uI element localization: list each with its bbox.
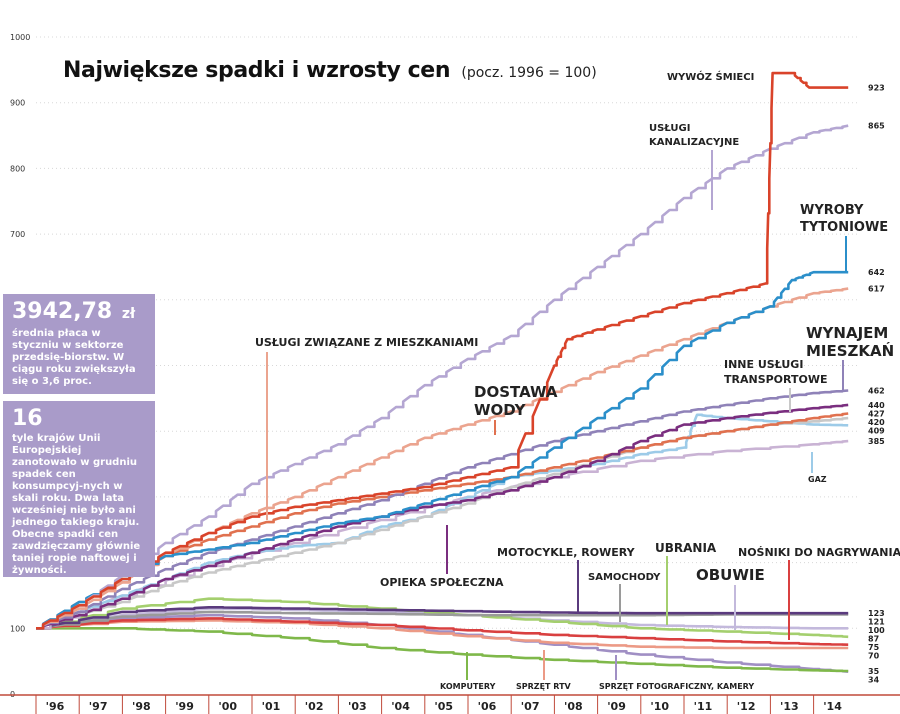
x-tick-label: '96	[46, 700, 65, 713]
x-tick-label: '14	[823, 700, 842, 713]
series-label: GAZ	[808, 475, 827, 484]
series-label: OPIEKA SPOŁECZNA	[380, 576, 504, 589]
end-value-label: 617	[868, 285, 885, 294]
series-label: USŁUGI	[649, 123, 690, 134]
series-label: NOŚNIKI DO NAGRYWANIA	[738, 546, 900, 559]
chart-subtitle: (pocz. 1996 = 100)	[461, 65, 597, 81]
series-label: WYWÓZ ŚMIECI	[667, 70, 754, 83]
series-label: WODY	[474, 401, 527, 419]
series-label: INNE USŁUGI	[724, 358, 803, 371]
series-label: MIESZKAŃ	[806, 341, 894, 360]
wage-value: 3942,78 zł	[12, 299, 136, 324]
x-tick-label: '00	[218, 700, 237, 713]
eu-countries-info-box: 16 tyle krajów Unii Europejskiej zanotow…	[3, 401, 155, 577]
series-line-7	[36, 416, 849, 630]
end-value-label: 642	[868, 268, 885, 277]
series-line-15	[36, 619, 849, 650]
series-label: TRANSPORTOWE	[724, 373, 828, 386]
wage-info-box: 3942,78 zł średnia płaca w styczniu w se…	[3, 294, 155, 394]
chart-title: Największe spadki i wzrosty cen (pocz. 1…	[63, 58, 597, 83]
x-tick-label: '98	[132, 700, 151, 713]
y-tick-label: 1000	[10, 33, 30, 42]
end-value-label: 462	[868, 386, 885, 395]
y-tick-label: 800	[10, 164, 25, 173]
series-line-14	[36, 617, 849, 646]
series-label: UBRANIA	[655, 541, 717, 555]
eu-countries-description: tyle krajów Unii Europejskiej zanotowało…	[12, 433, 141, 576]
end-value-label: 87	[868, 635, 879, 644]
series-line-6	[36, 412, 849, 630]
series-label: DOSTAWA	[474, 383, 558, 401]
x-tick-label: '05	[434, 700, 453, 713]
y-tick-label: 100	[10, 624, 25, 633]
end-value-label: 70	[868, 652, 880, 661]
series-line-10	[36, 606, 849, 630]
end-value-label: 35	[868, 667, 880, 676]
series-label: WYROBY	[800, 203, 864, 218]
x-tick-label: '12	[737, 700, 756, 713]
series-label: KANALIZACYJNE	[649, 137, 739, 148]
series-line-4	[36, 389, 849, 630]
end-value-label: 923	[868, 84, 885, 93]
series-label: KOMPUTERY	[440, 682, 496, 691]
x-tick-label: '07	[521, 700, 540, 713]
x-tick-label: '09	[607, 700, 626, 713]
end-value-label: 865	[868, 122, 885, 131]
series-label: SPRZĘT RTV	[516, 682, 572, 691]
series-line-2	[36, 270, 849, 630]
series-line-5	[36, 403, 849, 630]
series-label: TYTONIOWE	[800, 220, 888, 235]
x-tick-label: '02	[305, 700, 324, 713]
series-line-8	[36, 413, 849, 630]
end-value-label: 420	[868, 418, 885, 427]
x-tick-label: '99	[175, 700, 194, 713]
series-line-0	[36, 71, 849, 630]
x-tick-label: '01	[262, 700, 281, 713]
end-value-label: 123	[868, 609, 885, 618]
end-value-label: 440	[868, 401, 885, 410]
x-tick-label: '08	[564, 700, 583, 713]
series-line-1	[36, 124, 849, 630]
series-line-9	[36, 439, 849, 630]
end-value-label: 34	[868, 676, 880, 685]
series-line-16	[36, 627, 849, 673]
x-tick-label: '04	[391, 700, 410, 713]
x-tick-label: '11	[694, 700, 713, 713]
end-value-label: 121	[868, 618, 885, 627]
chart-title-text: Największe spadki i wzrosty cen	[63, 58, 451, 83]
x-tick-label: '13	[780, 700, 799, 713]
series-label: SPRZĘT FOTOGRAFICZNY, KAMERY	[599, 682, 754, 691]
x-tick-label: '10	[650, 700, 669, 713]
end-value-label: 427	[868, 409, 885, 418]
y-tick-label: 700	[10, 230, 25, 239]
end-value-label: 100	[868, 626, 885, 635]
end-value-label: 75	[868, 643, 880, 652]
series-label: MOTOCYKLE, ROWERY	[497, 546, 636, 559]
end-value-label: 385	[868, 437, 885, 446]
series-label: SAMOCHODY	[588, 572, 661, 583]
y-tick-label: 900	[10, 99, 25, 108]
end-value-label: 409	[868, 426, 885, 435]
wage-description: średnia płaca w styczniu w sektorze prze…	[12, 328, 136, 387]
eu-countries-value: 16	[12, 406, 43, 431]
x-tick-label: '03	[348, 700, 367, 713]
x-tick-label: '06	[478, 700, 497, 713]
series-line-11	[36, 610, 849, 630]
series-label: WYNAJEM	[806, 324, 888, 342]
x-tick-label: '97	[89, 700, 108, 713]
series-label: OBUWIE	[696, 566, 765, 584]
series-line-17	[36, 613, 849, 673]
series-label: USŁUGI ZWIĄZANE Z MIESZKANIAMI	[255, 336, 478, 349]
